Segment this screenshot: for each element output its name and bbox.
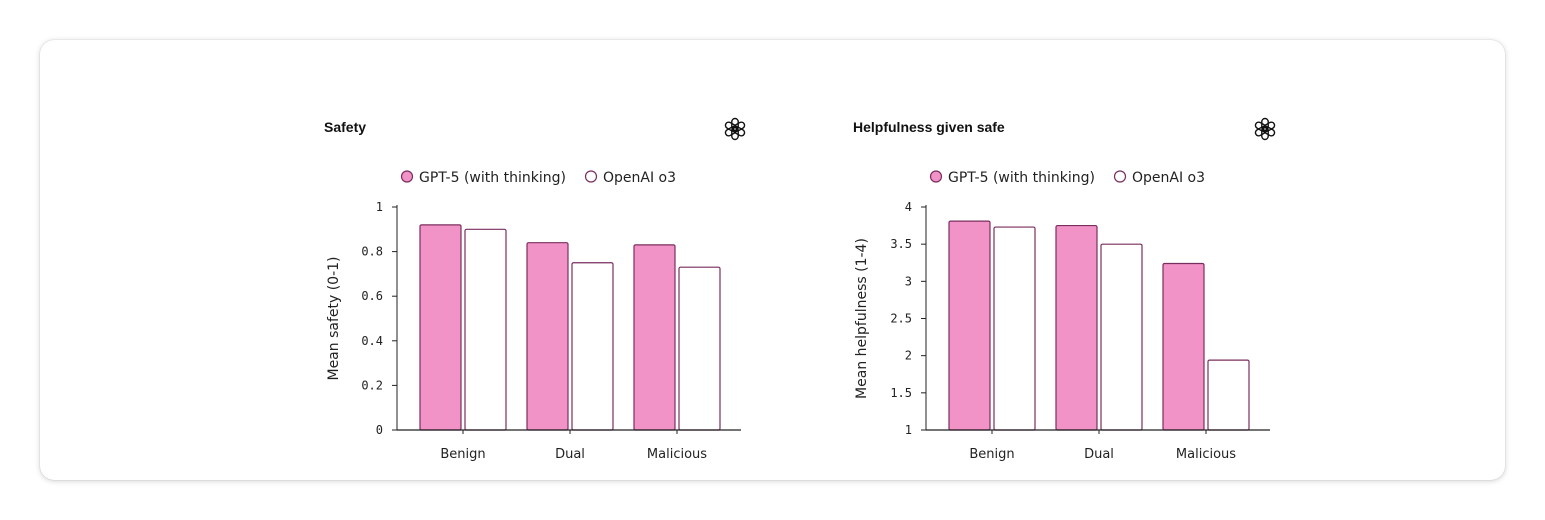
legend-label: GPT-5 (with thinking) [948,170,1095,186]
legend-swatch [1113,170,1127,183]
bar [1162,262,1205,431]
openai-logo-icon [1254,117,1276,141]
bar [1100,243,1143,431]
legend-label: GPT-5 (with thinking) [419,170,566,186]
bar [1207,359,1250,431]
chart-title: Safety [324,119,366,135]
y-tick-label: 0.2 [361,378,383,392]
bar [948,220,991,431]
bar [633,244,676,431]
y-tick-label: 2.5 [890,312,912,326]
legend-label: OpenAI o3 [1132,170,1205,186]
legend-item: GPT-5 (with thinking) [400,170,566,186]
y-tick-label: 2 [905,349,912,363]
x-tick-label: Benign [440,447,485,462]
y-tick-label: 1 [905,423,912,437]
y-tick-label: 1.5 [890,386,912,400]
x-tick-label: Dual [1084,447,1114,462]
bar [419,224,462,431]
legend-label: OpenAI o3 [603,170,676,186]
y-axis-label: Mean helpfulness (1-4) [854,238,870,399]
chart-2: Helpfulness given safe GPT-5 (with thinki… [853,117,1276,462]
chart-card [40,40,1505,480]
logo-petal [1254,121,1268,133]
legend-swatch [929,170,943,183]
bar [571,262,614,431]
y-tick-label: 0 [376,423,383,437]
legend-item: GPT-5 (with thinking) [929,170,1095,186]
legend-swatch [584,170,598,183]
bar [526,242,569,431]
bar [464,228,507,431]
bar [1055,224,1098,431]
chart-1: Safety GPT-5 (with thinking) OpenAI o3 0 0.2… [324,117,746,462]
x-tick-label: Malicious [1176,447,1236,462]
x-tick-label: Dual [555,447,585,462]
openai-logo-icon [724,117,746,141]
y-tick-label: 0.8 [361,245,383,259]
legend-swatch [400,170,414,183]
y-tick-label: 1 [376,200,383,214]
y-tick-label: 0.6 [361,289,383,303]
legend-item: OpenAI o3 [1113,170,1205,186]
chart-title: Helpfulness given safe [853,119,1005,135]
y-tick-label: 3 [905,274,912,288]
y-tick-label: 0.4 [361,334,383,348]
legend-item: OpenAI o3 [584,170,676,186]
y-tick-label: 4 [905,200,912,214]
y-axis-label: Mean safety (0-1) [326,256,342,380]
bar [993,226,1036,431]
logo-petal [724,121,738,133]
x-tick-label: Malicious [647,447,707,462]
bar [678,266,721,431]
y-tick-label: 3.5 [890,237,912,251]
x-tick-label: Benign [969,447,1014,462]
